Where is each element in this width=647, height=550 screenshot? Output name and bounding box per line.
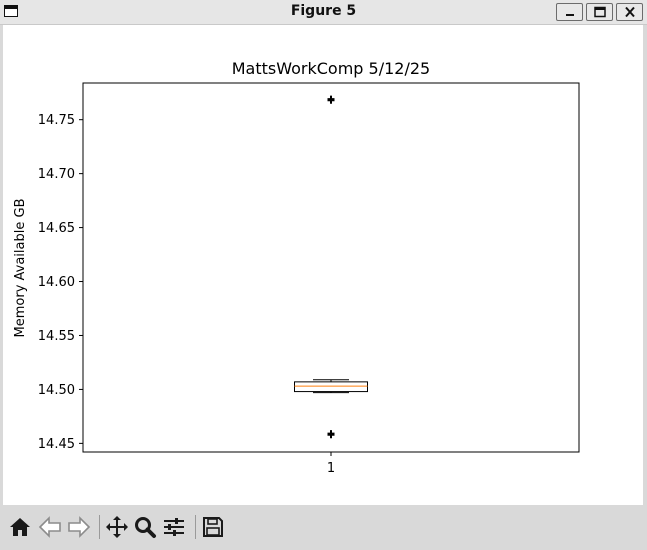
- save-icon: [203, 517, 223, 537]
- close-icon: [624, 6, 635, 18]
- toolbar-separator: [99, 515, 100, 539]
- title-bar[interactable]: Figure 5: [0, 0, 647, 25]
- home-button[interactable]: [7, 514, 33, 540]
- y-tick-label: 14.65: [38, 221, 75, 236]
- window-title: Figure 5: [290, 3, 357, 19]
- zoom-button[interactable]: [132, 514, 158, 540]
- y-tick-label: 14.45: [38, 437, 75, 452]
- forward-icon: [68, 516, 91, 538]
- figure-canvas[interactable]: MattsWorkComp 5/12/25 Memory Available G…: [3, 25, 643, 505]
- home-icon: [10, 518, 30, 536]
- toolbar-separator: [195, 515, 196, 539]
- y-tick-label: 14.50: [38, 383, 75, 398]
- minimize-button[interactable]: [556, 3, 583, 21]
- close-button[interactable]: [616, 3, 643, 21]
- save-button[interactable]: [200, 514, 226, 540]
- y-axis-label: Memory Available GB: [13, 199, 28, 338]
- y-tick-label: 14.70: [38, 167, 75, 182]
- outlier-point: [327, 431, 335, 439]
- maximize-icon: [593, 6, 606, 18]
- y-tick-label: 14.55: [38, 329, 75, 344]
- chart-title: MattsWorkComp 5/12/25: [232, 59, 430, 78]
- plot-frame: [82, 82, 580, 453]
- window-app-icon: [4, 5, 18, 17]
- configure-subplots-icon: [164, 518, 184, 536]
- box-plot-chart: MattsWorkComp 5/12/25 Memory Available G…: [13, 59, 580, 476]
- minimize-icon: [565, 14, 574, 16]
- back-icon: [38, 516, 61, 538]
- configure-subplots-button[interactable]: [161, 514, 187, 540]
- pan-icon: [106, 516, 128, 538]
- outlier-point: [327, 96, 335, 104]
- y-tick-label: 14.75: [38, 113, 75, 128]
- navigation-toolbar: [0, 505, 647, 550]
- box-iqr: [294, 381, 368, 393]
- y-tick-label: 14.60: [38, 275, 75, 290]
- pan-button[interactable]: [104, 514, 130, 540]
- back-button[interactable]: [37, 514, 63, 540]
- forward-button[interactable]: [66, 514, 92, 540]
- zoom-icon: [135, 517, 156, 538]
- maximize-button[interactable]: [586, 3, 613, 21]
- plot-layer: 14.45 14.50 14.55 14.60 14.65 14.70 14.75 1: [38, 82, 580, 476]
- x-tick-label: 1: [327, 461, 335, 476]
